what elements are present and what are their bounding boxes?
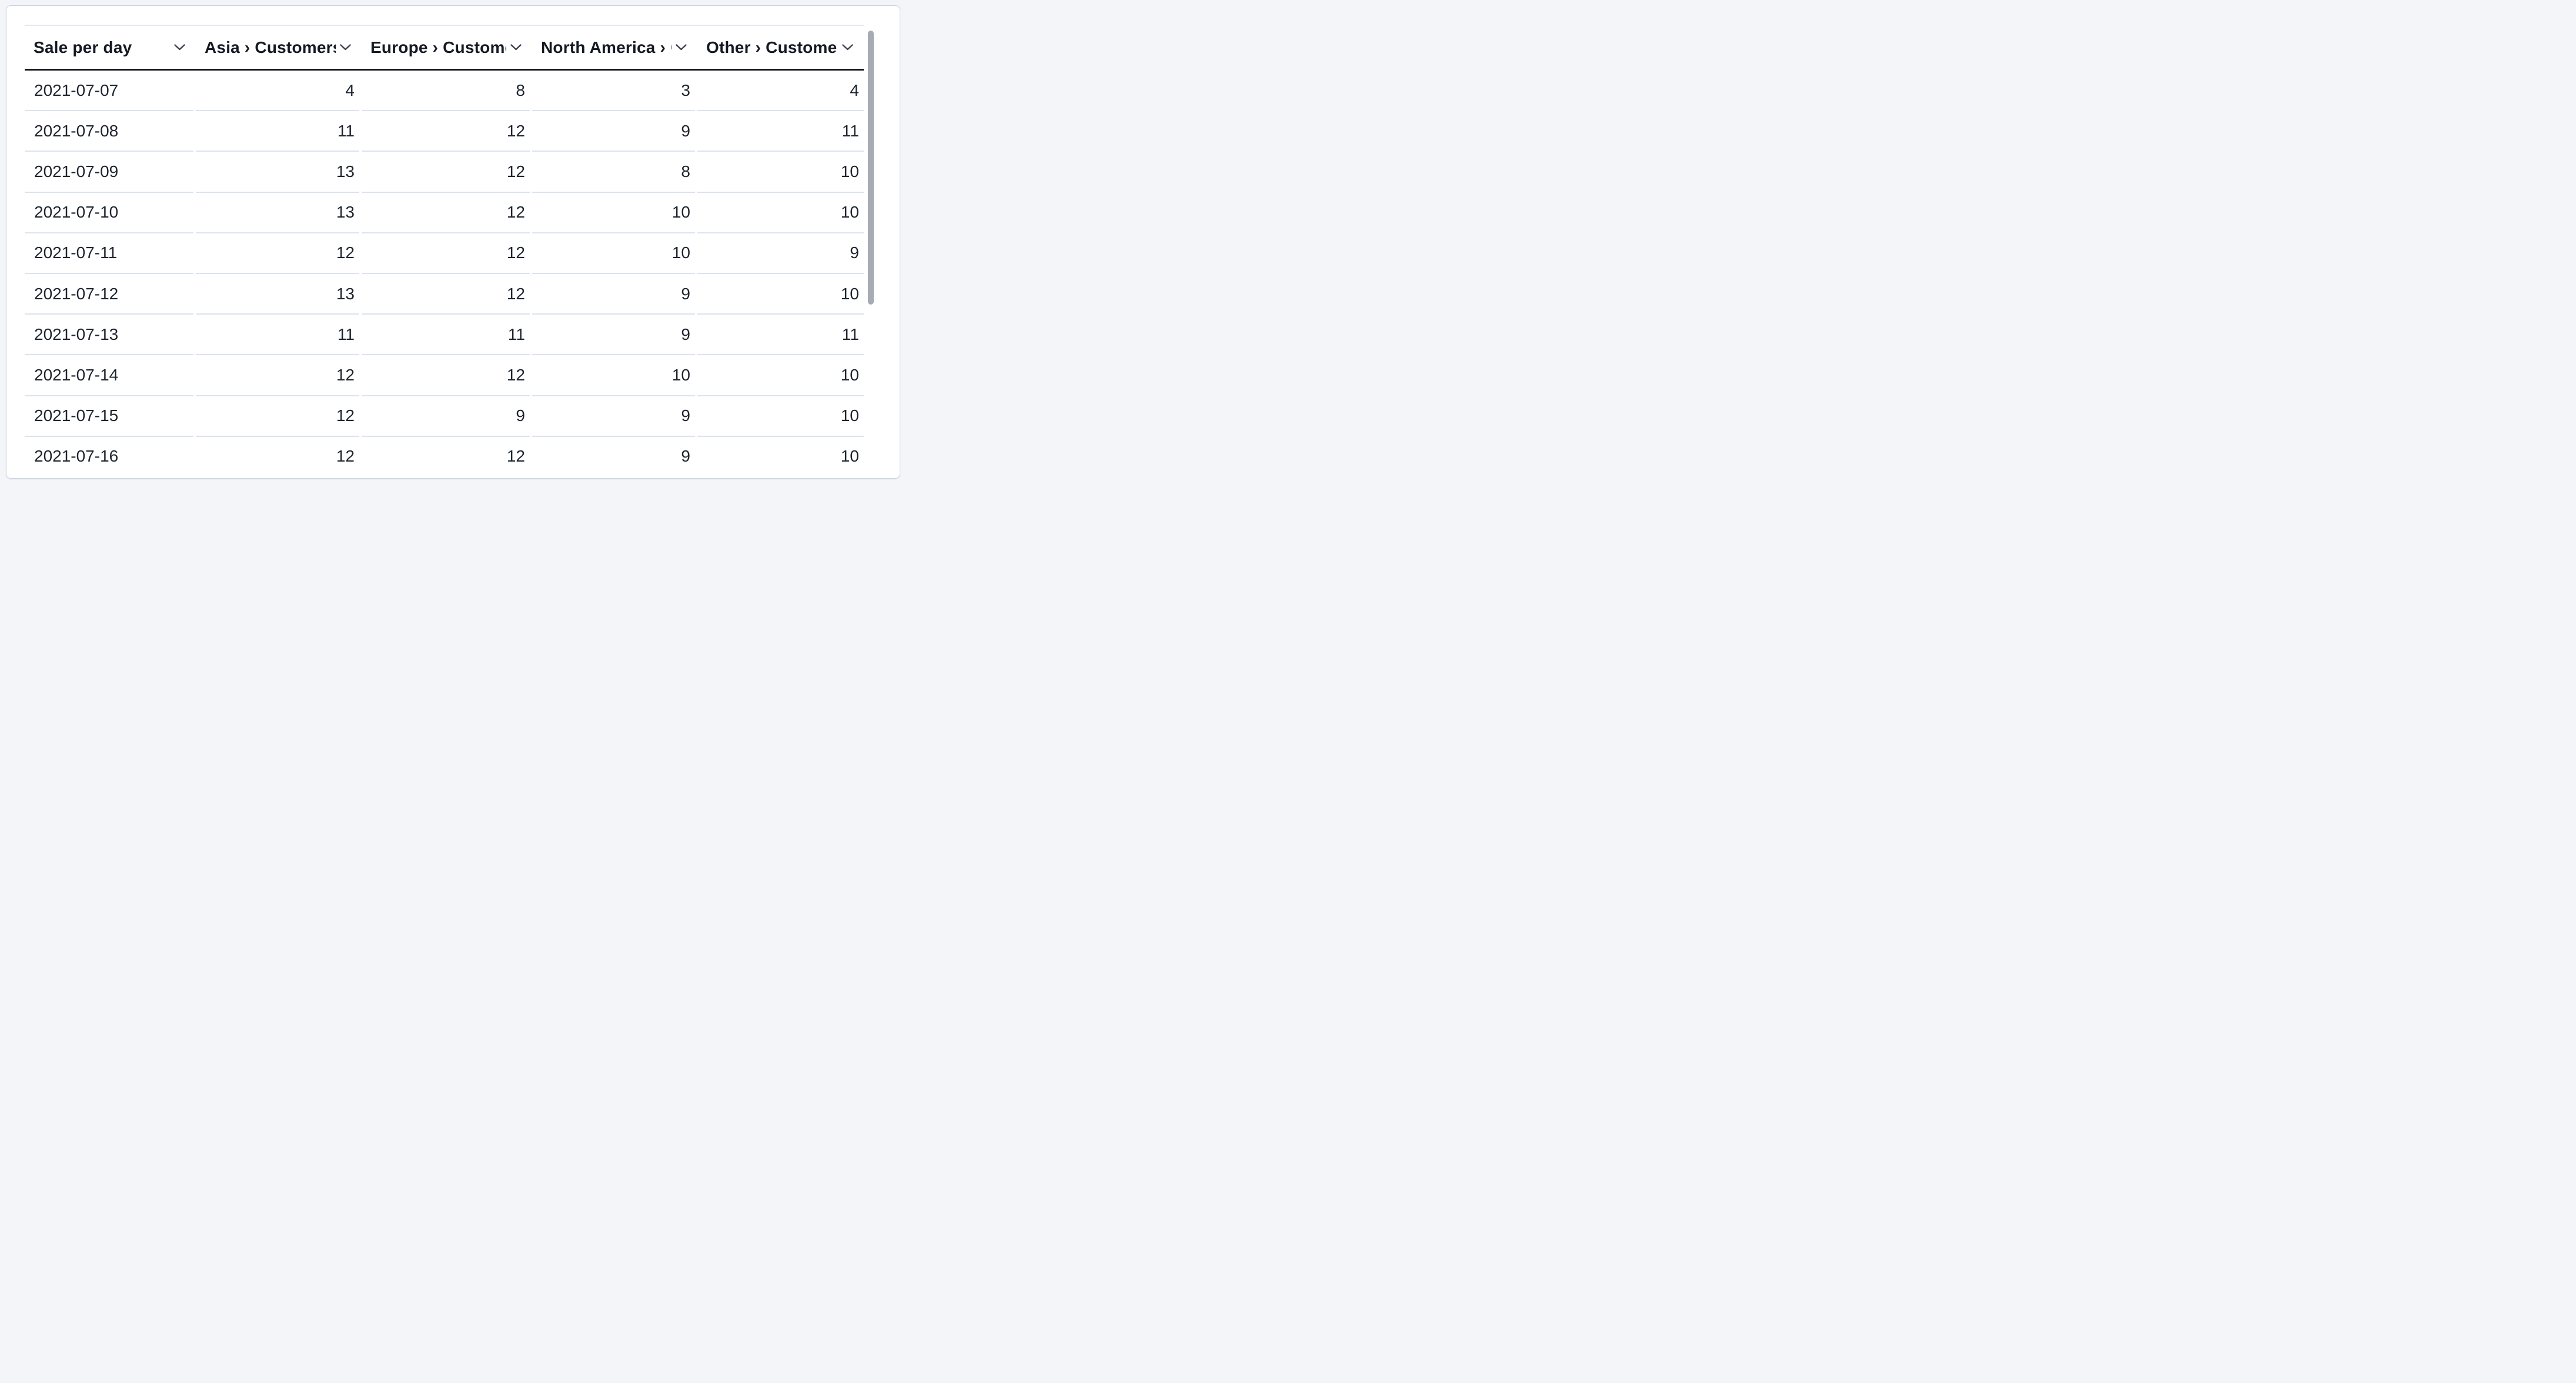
value-cell: 9 (362, 396, 530, 437)
chevron-down-icon[interactable] (676, 44, 687, 51)
date-cell: 2021-07-15 (25, 396, 193, 437)
column-header-label: Other › Customers (706, 38, 838, 56)
value-cell: 10 (532, 233, 695, 274)
column-header-label: Europe › Customers (370, 38, 506, 56)
value-cell: 8 (362, 71, 530, 112)
column-header-label: Sale per day (34, 38, 132, 56)
value-cell: 12 (362, 355, 530, 396)
date-cell: 2021-07-08 (25, 111, 193, 152)
table-row: 2021-07-14 12 12 10 10 (25, 355, 864, 396)
table-row: 2021-07-07 4 8 3 4 (25, 71, 864, 112)
value-cell: 9 (532, 396, 695, 437)
value-cell: 12 (196, 355, 359, 396)
value-cell: 11 (362, 315, 530, 356)
value-cell: 9 (697, 233, 864, 274)
sales-per-day-table: Sale per day Asia › Customers Europe › Cus… (25, 25, 864, 477)
value-cell: 9 (532, 315, 695, 356)
value-cell: 11 (697, 111, 864, 152)
chevron-down-icon[interactable] (174, 44, 185, 51)
value-cell: 11 (196, 315, 359, 356)
table-row: 2021-07-15 12 9 9 10 (25, 396, 864, 437)
chevron-down-icon[interactable] (510, 44, 522, 51)
value-cell: 12 (362, 152, 530, 193)
value-cell: 13 (196, 152, 359, 193)
value-cell: 12 (196, 233, 359, 274)
date-cell: 2021-07-11 (25, 233, 193, 274)
value-cell: 12 (196, 396, 359, 437)
date-cell: 2021-07-10 (25, 193, 193, 233)
value-cell: 13 (196, 193, 359, 233)
date-cell: 2021-07-16 (34, 447, 119, 466)
value-cell: 12 (362, 233, 530, 274)
datatable-card: Sale per day Asia › Customers Europe › Cus… (6, 5, 900, 479)
value-cell: 10 (532, 355, 695, 396)
column-header-label: North America › Customers (541, 38, 671, 56)
column-header-sale-per-day[interactable]: Sale per day (25, 26, 196, 69)
value-cell: 11 (697, 315, 864, 356)
table-header-row: Sale per day Asia › Customers Europe › Cus… (25, 26, 864, 71)
table-row: 2021-07-09 13 12 8 10 (25, 152, 864, 193)
vertical-scrollbar-thumb[interactable] (868, 31, 874, 305)
value-cell: 10 (532, 193, 695, 233)
value-cell: 13 (196, 274, 359, 315)
value-cell: 10 (697, 193, 864, 233)
table-row: 2021-07-11 12 12 10 9 (25, 233, 864, 274)
column-header-europe-customers[interactable]: Europe › Customers (362, 26, 532, 69)
chevron-down-icon[interactable] (340, 44, 351, 51)
value-cell: 9 (681, 447, 690, 466)
value-cell: 10 (697, 152, 864, 193)
value-cell: 10 (697, 274, 864, 315)
column-header-other-customers[interactable]: Other › Customers (697, 26, 864, 69)
column-header-label: Asia › Customers (205, 38, 336, 56)
value-cell: 12 (362, 193, 530, 233)
value-cell: 9 (532, 274, 695, 315)
value-cell: 4 (196, 71, 359, 112)
value-cell: 3 (532, 71, 695, 112)
date-cell: 2021-07-09 (25, 152, 193, 193)
date-cell: 2021-07-13 (25, 315, 193, 356)
value-cell: 12 (336, 447, 355, 466)
date-cell: 2021-07-12 (25, 274, 193, 315)
column-header-asia-customers[interactable]: Asia › Customers (196, 26, 362, 69)
table-row: 2021-07-08 11 12 9 11 (25, 111, 864, 152)
table-row: 2021-07-12 13 12 9 10 (25, 274, 864, 315)
value-cell: 9 (532, 111, 695, 152)
value-cell: 11 (196, 111, 359, 152)
value-cell: 10 (697, 355, 864, 396)
value-cell: 8 (532, 152, 695, 193)
value-cell: 4 (697, 71, 864, 112)
value-cell: 10 (697, 396, 864, 437)
value-cell: 12 (362, 111, 530, 152)
table-row: 2021-07-10 13 12 10 10 (25, 193, 864, 233)
value-cell: 10 (840, 447, 859, 466)
page-background: Sale per day Asia › Customers Europe › Cus… (0, 0, 907, 486)
table-row: 2021-07-16 12 12 9 10 (25, 437, 864, 477)
value-cell: 12 (506, 447, 525, 466)
date-cell: 2021-07-14 (25, 355, 193, 396)
date-cell: 2021-07-07 (25, 71, 193, 112)
chevron-down-icon[interactable] (842, 44, 853, 51)
table-body: 2021-07-07 4 8 3 4 2021-07-08 11 12 9 11 2021-07-0… (25, 71, 864, 477)
value-cell: 12 (362, 274, 530, 315)
table-row: 2021-07-13 11 11 9 11 (25, 315, 864, 356)
column-header-north-america-customers[interactable]: North America › Customers (532, 26, 697, 69)
